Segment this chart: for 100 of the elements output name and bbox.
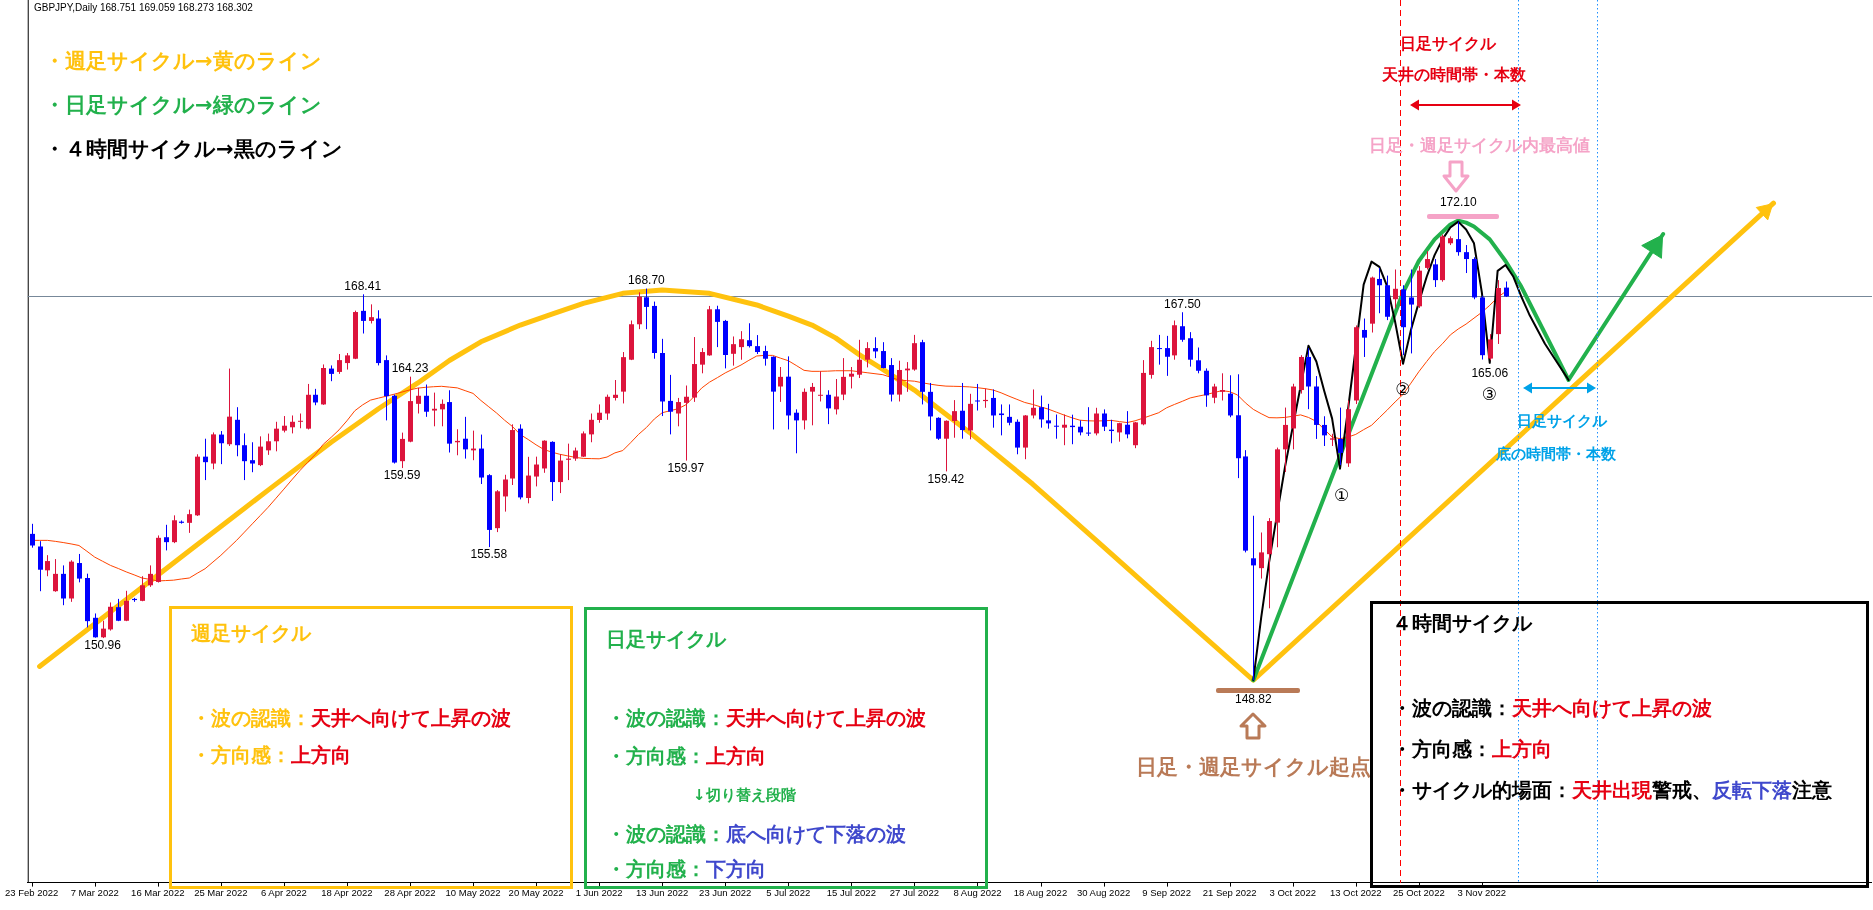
candlestick [581, 430, 586, 458]
candlestick [416, 387, 421, 414]
candlestick [747, 322, 752, 348]
candlestick [274, 421, 279, 452]
candlestick [613, 379, 618, 401]
candlestick [400, 432, 405, 469]
candlestick [526, 456, 531, 504]
x-tick-label: 10 May 2022 [445, 886, 501, 898]
candlestick [503, 474, 508, 513]
candlestick [960, 382, 965, 440]
x-tick-label: 7 Mar 2022 [70, 886, 119, 898]
candlestick [1102, 408, 1107, 432]
x-tick-label: 9 Sep 2022 [1142, 886, 1191, 898]
text: ・波の認識： [606, 706, 726, 730]
text: ・４時間サイクル→黒のライン [44, 137, 343, 162]
x-tick-label: 6 Apr 2022 [260, 886, 307, 898]
annotation: 日足サイクル [606, 627, 726, 651]
text: ・波の認識： [606, 822, 726, 846]
text: 172.10 [1439, 194, 1477, 209]
x-tick-label: 23 Feb 2022 [4, 886, 59, 898]
candlestick [1362, 318, 1367, 358]
annotation: ① [1334, 484, 1350, 505]
candlestick [936, 416, 941, 441]
x-tick-label: 25 Oct 2022 [1392, 886, 1445, 898]
text: 148.82 [1234, 691, 1272, 706]
x-tick-label: 30 Aug 2022 [1076, 886, 1131, 898]
candlestick [944, 419, 949, 472]
text: 注意 [1792, 778, 1832, 802]
x-tick-label: 25 Mar 2022 [194, 886, 248, 898]
x-tick-label: 1 Jun 2022 [575, 886, 623, 898]
candlestick [93, 612, 98, 639]
candlestick [794, 408, 799, 454]
text: 上方向 [706, 744, 766, 768]
candlestick [258, 435, 263, 467]
candlestick [597, 403, 602, 424]
candlestick [1464, 244, 1469, 274]
candlestick [589, 413, 594, 443]
candlestick [739, 330, 744, 361]
candlestick [731, 335, 736, 367]
candlestick [38, 540, 43, 592]
text: 天井へ向けて上昇の波 [1512, 696, 1712, 720]
candlestick [1433, 258, 1438, 288]
candlestick [1393, 268, 1398, 309]
text: ・方向感： [1392, 737, 1492, 761]
candlestick [250, 441, 255, 473]
text: ・日足サイクル→緑のライン [44, 93, 322, 118]
candlestick [219, 430, 224, 465]
annotation: 168.70 [628, 272, 666, 287]
candlestick [242, 432, 247, 481]
annotation: 168.41 [344, 278, 382, 293]
text: 警戒、 [1652, 778, 1712, 802]
text: ・方向感： [606, 744, 706, 768]
annotation: 165.06 [1471, 365, 1509, 380]
candlestick [148, 564, 153, 588]
candlestick [700, 347, 705, 374]
text: 下方向 [706, 857, 766, 881]
candlestick [558, 453, 563, 494]
x-tick-label: 13 Oct 2022 [1329, 886, 1382, 898]
candlestick [1094, 407, 1099, 436]
candlestick [676, 397, 681, 427]
x-tick-label: 16 Mar 2022 [131, 886, 185, 898]
candlestick [53, 558, 58, 593]
text: ・サイクル的場面： [1392, 778, 1572, 802]
text: ↓切り替え段階 [693, 786, 796, 804]
x-tick-label: 15 Jul 2022 [826, 886, 876, 898]
text: ・方向感： [191, 743, 291, 767]
chart-title: GBPJPY,Daily 168.751 169.059 168.273 168.302 [34, 2, 253, 14]
candlestick [715, 305, 720, 348]
candlestick [1086, 406, 1091, 437]
x-tick-label: 18 Apr 2022 [321, 886, 373, 898]
candlestick [1425, 250, 1430, 270]
candlestick [810, 382, 815, 426]
candlestick [826, 389, 831, 425]
candlestick [668, 374, 673, 435]
text: 反転下落 [1712, 778, 1792, 802]
candlestick [1046, 403, 1051, 430]
x-tick-label: 3 Nov 2022 [1457, 886, 1507, 898]
annotation: 167.50 [1164, 296, 1202, 311]
candlestick [865, 341, 870, 368]
candlestick [1377, 267, 1382, 314]
candlestick [108, 601, 113, 632]
annotation: 159.59 [383, 468, 421, 483]
text: ・波の認識： [191, 706, 311, 730]
text: 天井の時間帯・本数 [1381, 65, 1526, 85]
candlestick [30, 523, 35, 549]
x-tick-label: 13 Jun 2022 [636, 886, 689, 898]
candlestick [1125, 410, 1130, 439]
candlestick [1220, 372, 1225, 401]
annotation: ③ [1481, 383, 1498, 404]
candlestick [778, 366, 783, 403]
text: 日足・週足サイクル起点 [1135, 755, 1371, 780]
candlestick [266, 433, 271, 456]
x-tick-label: 20 May 2022 [508, 886, 564, 898]
candlestick [1338, 407, 1343, 466]
candlestick [1228, 374, 1233, 418]
x-tick-label: 28 Apr 2022 [384, 886, 436, 898]
annotation: 164.23 [391, 360, 429, 375]
candlestick [952, 399, 957, 439]
x-tick-label: 3 Oct 2022 [1269, 886, 1316, 898]
text: 天井へ向けて上昇の波 [311, 706, 511, 730]
